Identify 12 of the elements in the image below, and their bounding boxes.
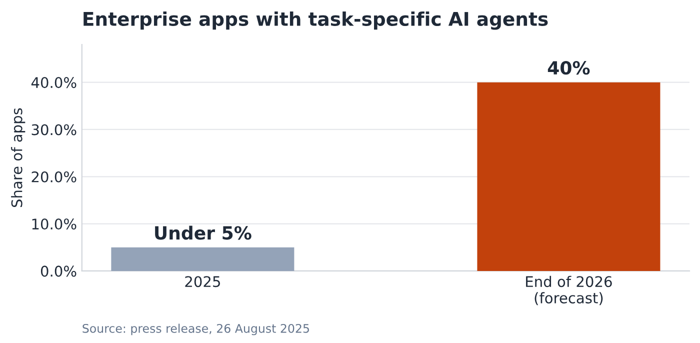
y-tick-label: 30.0%	[32, 124, 76, 136]
x-tick-label: 2025	[185, 276, 220, 288]
chart-title: Enterprise apps with task-specific AI agents	[84, 11, 548, 30]
source-note: Source: press release, 26 August 2025	[82, 324, 309, 336]
data-label: Under 5%	[155, 226, 252, 240]
y-axis-title: Share of apps	[11, 108, 26, 208]
x-tick-label: End of 2026 (forecast)	[526, 276, 612, 306]
y-tick-label: 10.0%	[32, 218, 76, 230]
y-tick-label: 20.0%	[32, 171, 76, 182]
y-tick-label: 0.0%	[40, 266, 76, 277]
y-tick-label: 40.0%	[31, 77, 76, 88]
data-label: 40%	[548, 61, 590, 75]
